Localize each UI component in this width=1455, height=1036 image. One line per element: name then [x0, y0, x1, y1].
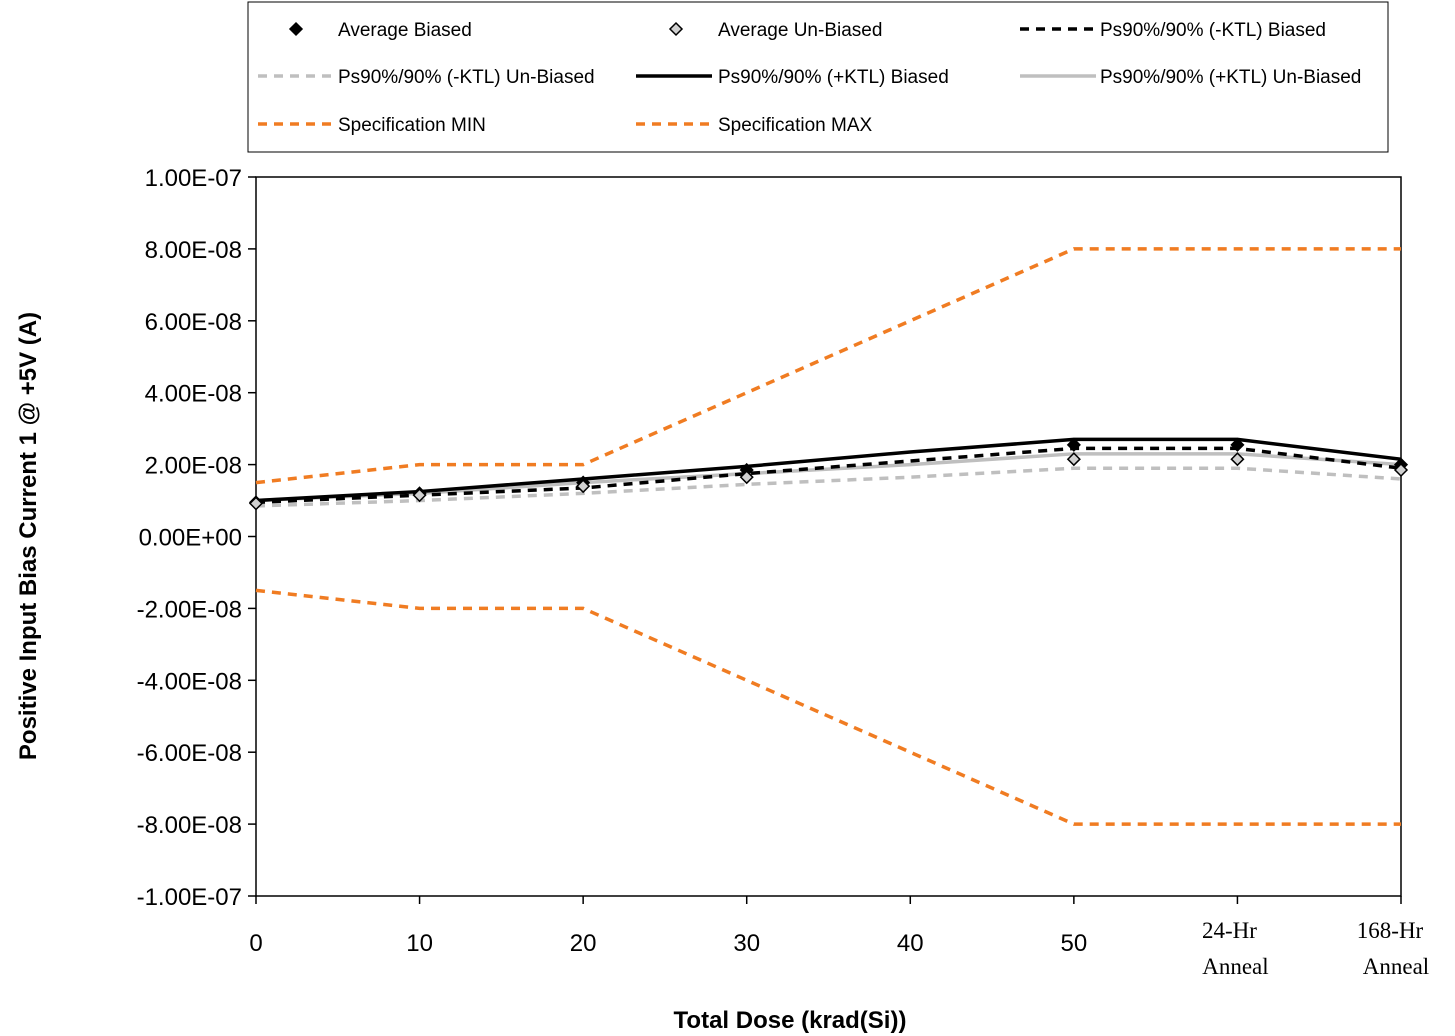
x-tick-label: 40: [897, 930, 924, 957]
data-point: [739, 470, 754, 485]
y-tick-label: 1.00E-07: [145, 165, 242, 192]
x-tick-label: Anneal: [1202, 954, 1268, 979]
x-tick-label: 0: [249, 930, 262, 957]
data-point: [412, 488, 427, 503]
legend-swatch: [288, 21, 304, 37]
y-tick-label: -2.00E-08: [137, 596, 242, 623]
series-line: [255, 437, 1402, 503]
legend-label: Average Biased: [338, 20, 472, 41]
data-point: [1066, 437, 1081, 452]
x-tick-label: 20: [570, 930, 597, 957]
legend-label: Ps90%/90% (-KTL) Un-Biased: [338, 67, 595, 88]
data-point: [1230, 437, 1245, 452]
legend: Average Biased Average Un-Biased Ps90%/90%…: [258, 20, 1361, 136]
x-axis-title: Total Dose (krad(Si)): [674, 1007, 907, 1034]
legend-label: Ps90%/90% (+KTL) Biased: [718, 67, 949, 88]
series-line: [255, 588, 1401, 826]
x-tick-label: 24-Hr: [1202, 918, 1257, 943]
data-point: [576, 479, 591, 494]
legend-label: Average Un-Biased: [718, 20, 882, 41]
y-tick-label: 6.00E-08: [145, 309, 242, 336]
y-tick-label: 0.00E+00: [139, 525, 242, 552]
y-tick-label: 2.00E-08: [145, 453, 242, 480]
y-tick-label: -8.00E-08: [137, 812, 242, 839]
data-point: [248, 496, 264, 511]
y-axis: -1.00E-07 -8.00E-08 -6.00E-08 -4.00E-08 -2.0…: [137, 165, 256, 911]
data-point: [1230, 452, 1245, 467]
legend-label: Specification MAX: [718, 115, 873, 136]
x-tick-label: Anneal: [1363, 954, 1429, 979]
y-tick-label: 8.00E-08: [145, 237, 242, 264]
series-line: [255, 452, 1402, 503]
data-point: [1393, 462, 1409, 478]
y-tick-label: -4.00E-08: [137, 668, 242, 695]
x-tick-label: 30: [733, 930, 760, 957]
legend-box: [247, 1, 1389, 153]
x-tick-label: 168-Hr: [1357, 918, 1424, 943]
plot-area: [255, 176, 1402, 897]
legend-label: Ps90%/90% (-KTL) Biased: [1100, 20, 1326, 41]
y-axis-title: Positive Input Bias Current 1 @ +5V (A): [15, 312, 42, 760]
x-tick-label: 10: [406, 930, 433, 957]
legend-swatch: [668, 21, 684, 37]
legend-label: Specification MIN: [338, 115, 486, 136]
legend-label: Ps90%/90% (+KTL) Un-Biased: [1100, 67, 1361, 88]
marker-group: [248, 437, 1409, 511]
x-tick-label: 50: [1061, 930, 1088, 957]
series-group: [255, 247, 1402, 826]
series-line: [255, 466, 1402, 508]
y-tick-label: -6.00E-08: [137, 740, 242, 767]
data-point: [1066, 452, 1081, 467]
series-line: [255, 247, 1401, 485]
x-axis: 0 10 20 30 40 50 24-Hr Anneal 168-Hr Anneal: [249, 896, 1429, 979]
y-tick-label: 4.00E-08: [145, 381, 242, 408]
y-tick-label: -1.00E-07: [137, 884, 242, 911]
